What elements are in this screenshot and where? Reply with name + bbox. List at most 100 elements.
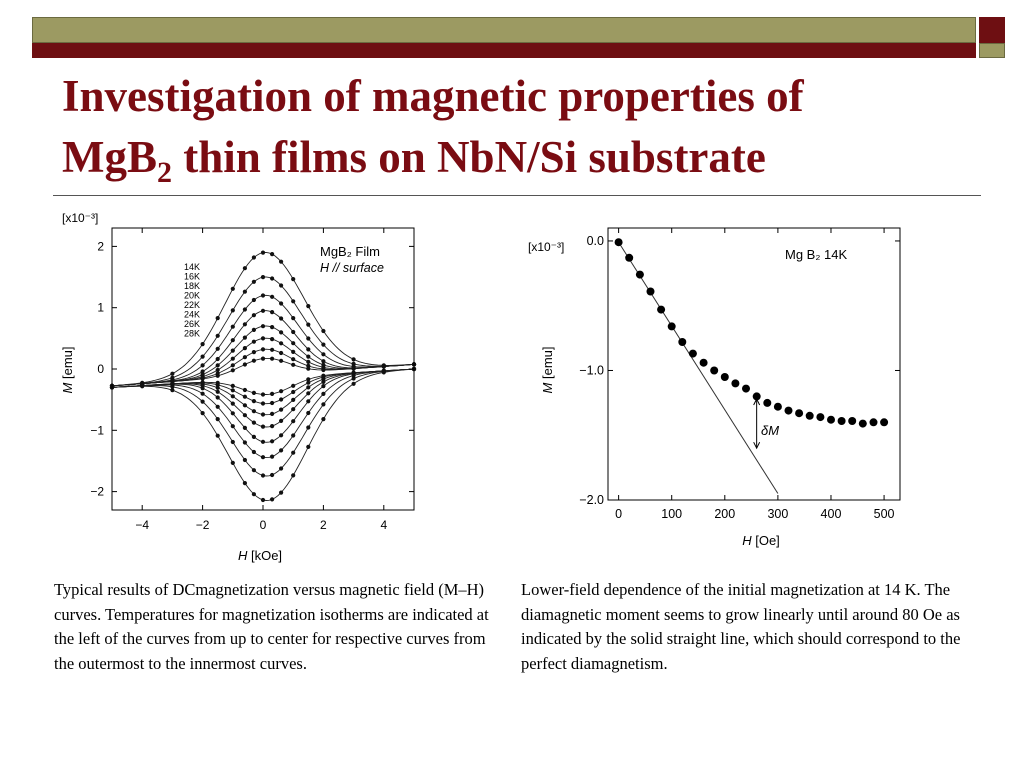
lf-data-point [784, 406, 793, 415]
title-line-2-pre: MgB [62, 132, 157, 182]
mh-point-14K [291, 277, 296, 282]
lf-perfect-diamagnetism-line [618, 241, 779, 494]
mh-point-28K [306, 377, 311, 382]
mh-curves-chart: −4 −2 0 2 4 2 1 0 −1 −2 [x10⁻³] MgB₂ Film H // su… [60, 211, 417, 563]
mh-point-14K [242, 481, 247, 486]
mh-curve-14K-down [111, 368, 415, 501]
lf-data-point [614, 238, 623, 247]
mh-point-20K [270, 439, 275, 444]
mh-point-14K [260, 497, 266, 503]
mh-point-28K [306, 366, 311, 371]
mh-point-28K [242, 387, 247, 393]
lf-delta-label: δM [761, 423, 779, 438]
mh-point-26K [251, 399, 256, 404]
mh-point-26K [230, 388, 235, 393]
mh-point-24K [215, 385, 220, 390]
mh-point-22K [251, 327, 256, 332]
lf-data-point [869, 418, 878, 427]
lf-data-point [667, 322, 676, 331]
low-field-plot-group: 0 100 200 300 400 500 0.0 −1.0 −2.0 [579, 227, 901, 521]
header-bar-olive [32, 17, 976, 43]
mh-point-28K [381, 364, 386, 369]
mh-point-16K [242, 289, 247, 294]
mh-point-16K [260, 275, 266, 280]
mh-point-22K [215, 389, 220, 394]
mh-point-26K [251, 350, 256, 355]
mh-xtick-label: 2 [320, 518, 327, 532]
mh-point-14K [170, 371, 175, 376]
mh-point-28K [381, 368, 386, 373]
lf-ytick-label: 0.0 [587, 234, 604, 248]
title-line-2-post: thin films on NbN/Si substrate [172, 132, 766, 182]
lf-xlabel-unit: [Oe] [755, 533, 780, 548]
mh-point-22K [230, 401, 235, 406]
mh-point-28K [321, 367, 326, 373]
mh-point-22K [260, 424, 266, 429]
mh-point-28K [279, 358, 284, 363]
mh-annotation-line2-var: H // surface [320, 261, 384, 275]
mh-point-14K [260, 250, 266, 255]
mh-point-26K [306, 380, 311, 385]
mh-point-28K [351, 366, 356, 371]
mh-point-20K [260, 308, 266, 313]
temperature-label-24K: 24K [184, 310, 200, 320]
mh-point-16K [200, 354, 205, 359]
mh-point-18K [230, 324, 235, 329]
mh-point-14K [200, 411, 205, 416]
mh-point-20K [279, 316, 284, 321]
temperature-label-22K: 22K [184, 300, 200, 310]
lf-delta-arrow-head-bottom [753, 441, 761, 450]
mh-point-16K [270, 276, 275, 281]
mh-point-28K [230, 368, 235, 373]
mh-point-14K [321, 417, 326, 422]
mh-point-14K [270, 252, 275, 257]
mh-point-20K [291, 419, 296, 424]
mh-point-28K [200, 376, 205, 381]
lf-data-point [880, 418, 889, 427]
mh-point-24K [242, 403, 247, 408]
mh-point-26K [270, 400, 275, 406]
mh-point-18K [321, 391, 326, 396]
mh-point-24K [291, 397, 296, 402]
mh-point-14K [200, 342, 205, 347]
mh-point-24K [251, 409, 256, 414]
mh-point-16K [351, 376, 356, 381]
lf-plot-frame [607, 227, 901, 501]
mh-point-24K [270, 337, 275, 342]
mh-scale-label: [x10⁻³] [62, 211, 98, 225]
mh-point-16K [251, 279, 256, 284]
mh-point-24K [215, 367, 220, 373]
temperature-label-28K: 28K [184, 329, 200, 339]
mh-point-18K [291, 316, 296, 321]
mh-point-26K [242, 394, 247, 399]
corner-square-maroon [979, 17, 1005, 43]
mh-point-24K [291, 349, 296, 354]
mh-xlabel-var: H [238, 548, 248, 563]
mh-point-28K [251, 358, 256, 363]
lf-xtick-label: 300 [767, 507, 788, 521]
mh-point-28K [260, 392, 266, 397]
mh-xtick-label: −2 [196, 518, 210, 532]
lf-data-point [710, 366, 719, 375]
mh-point-14K [306, 444, 311, 449]
mh-point-24K [260, 412, 266, 417]
mh-point-20K [321, 359, 326, 364]
mh-point-14K [215, 316, 220, 321]
mh-point-22K [279, 330, 284, 335]
lf-data-point [816, 413, 825, 422]
mh-point-28K [170, 381, 175, 386]
mh-point-18K [215, 346, 220, 351]
mh-point-18K [230, 424, 235, 429]
mh-point-14K [279, 259, 284, 264]
mh-point-28K [215, 373, 220, 378]
lf-data-point [742, 384, 750, 393]
mh-point-22K [270, 424, 275, 429]
mh-point-26K [260, 401, 266, 406]
mh-xtick-label: 0 [260, 518, 267, 532]
mh-point-16K [279, 466, 284, 471]
lf-data-point [848, 417, 857, 425]
mh-point-14K [251, 255, 256, 260]
mh-point-24K [306, 359, 311, 364]
mh-curve-16K-up [111, 276, 415, 387]
title-line-2-sub: 2 [157, 156, 172, 189]
